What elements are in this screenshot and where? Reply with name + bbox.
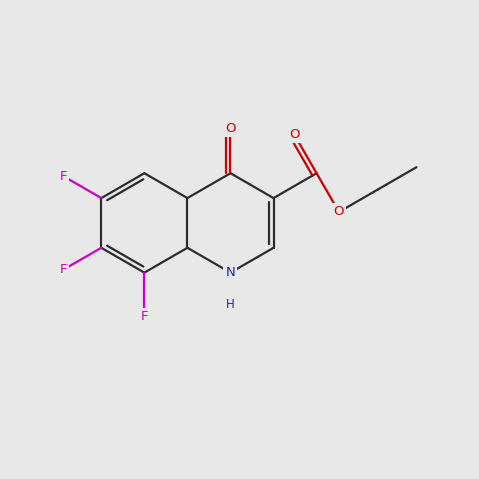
Text: O: O <box>334 205 344 218</box>
Text: H: H <box>226 298 235 311</box>
Text: N: N <box>226 266 235 279</box>
Text: F: F <box>60 170 67 182</box>
Text: O: O <box>225 122 236 135</box>
Text: F: F <box>60 263 67 276</box>
Text: F: F <box>141 310 148 323</box>
Text: O: O <box>289 128 299 141</box>
